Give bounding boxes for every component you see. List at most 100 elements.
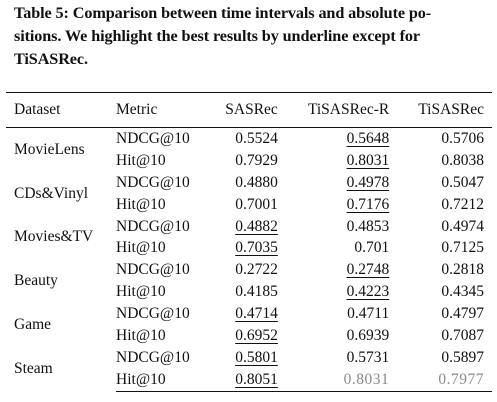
- metric-value: 0.7929: [235, 151, 278, 169]
- table-row: Beauty NDCG@10 0.2722 0.2748 0.2818: [6, 259, 492, 289]
- metric-name: NDCG@10: [116, 305, 190, 323]
- cell-sasrec: 0.8051: [208, 368, 292, 392]
- metric-name: Hit@10: [116, 283, 166, 301]
- cell-tisasrec-r: 0.5731: [292, 347, 411, 369]
- metric-value: 0.4714: [235, 305, 278, 323]
- metric-name: NDCG@10: [116, 261, 190, 279]
- metric-value: 0.4853: [346, 217, 390, 235]
- header-row: Dataset Metric SASRec TiSASRec-R TiSASRe…: [6, 92, 492, 128]
- cell-tisasrec: 0.5706: [411, 128, 492, 150]
- cell-tisasrec-r: 0.4711: [292, 303, 411, 325]
- metric-value: 0.8038: [441, 151, 484, 169]
- metric-name: Hit@10: [116, 239, 166, 257]
- metric-name: Hit@10: [116, 368, 209, 392]
- cell-sasrec: 0.4185: [209, 281, 292, 303]
- cell-tisasrec: 0.7212: [411, 194, 492, 216]
- table-caption: Table 5: Comparison between time interva…: [14, 2, 484, 71]
- cell-sasrec: 0.6952: [209, 325, 292, 347]
- cell-tisasrec-r: 0.7176: [292, 194, 411, 216]
- metric-value: 0.4185: [235, 283, 278, 301]
- cell-tisasrec-r: 0.8031: [291, 368, 412, 392]
- table-row: Hit@10 0.4185 0.4223 0.4345: [6, 281, 492, 303]
- metric-value: 0.8031: [343, 370, 390, 388]
- metric-value: 0.2722: [235, 261, 278, 279]
- dataset-name: Game: [14, 316, 52, 334]
- cell-tisasrec: 0.7977: [411, 368, 492, 392]
- cell-sasrec: 0.5524: [209, 128, 292, 150]
- caption-line-1: Table 5: Comparison between time interva…: [14, 4, 432, 22]
- cell-tisasrec-r: 0.5648: [292, 128, 411, 150]
- cell-tisasrec: 0.5047: [411, 172, 492, 194]
- metric-value: 0.8051: [235, 370, 278, 388]
- metric-value: 0.5731: [346, 348, 390, 366]
- metric-value: 0.701: [354, 239, 390, 257]
- metric-value: 0.2748: [346, 261, 390, 279]
- cell-tisasrec-r: 0.6939: [292, 325, 411, 347]
- table-row: CDs&Vinyl NDCG@10 0.4880 0.4978 0.5047: [6, 172, 492, 202]
- dataset-name: Beauty: [14, 272, 58, 290]
- cell-tisasrec: 0.4345: [411, 281, 492, 303]
- metric-value: 0.7087: [441, 326, 484, 344]
- header-tisasrec: TiSASRec: [411, 92, 492, 128]
- cell-sasrec: 0.7035: [209, 237, 292, 259]
- table-row: Hit@10 0.8051 0.8031 0.7977: [6, 368, 492, 392]
- dataset-name: Movies&TV: [14, 228, 94, 246]
- table-body: MovieLens NDCG@10 0.5524 0.5648 0.5706 Hit@10…: [6, 128, 492, 392]
- table-row: MovieLens NDCG@10 0.5524 0.5648 0.5706: [6, 128, 492, 158]
- table-row: Movies&TV NDCG@10 0.4882 0.4853 0.4974: [6, 216, 492, 246]
- metric-value: 0.7212: [441, 195, 484, 213]
- table-row: Hit@10 0.6952 0.6939 0.7087: [6, 325, 492, 347]
- cell-tisasrec: 0.2818: [411, 259, 492, 281]
- cell-tisasrec-r: 0.4978: [292, 172, 411, 194]
- table-row: Game NDCG@10 0.4714 0.4711 0.4797: [6, 303, 492, 333]
- dataset-name: MovieLens: [14, 140, 85, 158]
- cell-sasrec: 0.7001: [209, 194, 292, 216]
- cell-sasrec: 0.2722: [209, 259, 292, 281]
- metric-value: 0.7176: [346, 195, 390, 213]
- table-row: Steam NDCG@10 0.5801 0.5731 0.5897: [6, 347, 492, 377]
- metric-value: 0.4797: [441, 305, 484, 323]
- cell-sasrec: 0.4880: [209, 172, 292, 194]
- cell-tisasrec-r: 0.2748: [292, 259, 411, 281]
- table-row: Hit@10 0.7001 0.7176 0.7212: [6, 194, 492, 216]
- metric-value: 0.4223: [346, 283, 390, 301]
- dataset-name: CDs&Vinyl: [14, 184, 88, 202]
- header-tisasrec-r: TiSASRec-R: [291, 92, 412, 128]
- header-dataset: Dataset: [6, 92, 117, 128]
- metric-value: 0.2818: [441, 261, 484, 279]
- cell-sasrec: 0.7929: [209, 150, 292, 172]
- cell-tisasrec: 0.7087: [411, 325, 492, 347]
- cell-sasrec: 0.5801: [209, 347, 292, 369]
- cell-sasrec: 0.4714: [209, 303, 292, 325]
- metric-name: NDCG@10: [116, 348, 190, 366]
- metric-value: 0.8031: [346, 151, 390, 169]
- metric-value: 0.5648: [346, 129, 390, 147]
- metric-name: Hit@10: [116, 326, 166, 344]
- cell-tisasrec: 0.5897: [411, 347, 492, 369]
- metric-value: 0.7125: [441, 239, 484, 257]
- dataset-name: Steam: [14, 360, 53, 378]
- header-sasrec: SASRec: [208, 92, 292, 128]
- metric-value: 0.5801: [235, 348, 278, 366]
- cell-tisasrec-r: 0.4223: [292, 281, 411, 303]
- cell-sasrec: 0.4882: [209, 216, 292, 238]
- metric-value: 0.5047: [441, 173, 484, 191]
- metric-name: NDCG@10: [116, 173, 190, 191]
- metric-name: NDCG@10: [116, 129, 190, 147]
- cell-tisasrec: 0.7125: [411, 237, 492, 259]
- metric-value: 0.4345: [441, 283, 484, 301]
- metric-value: 0.7035: [235, 239, 278, 257]
- metric-value: 0.6939: [346, 326, 390, 344]
- metric-value: 0.7977: [438, 370, 484, 388]
- cell-tisasrec-r: 0.701: [292, 237, 411, 259]
- table-row: Hit@10 0.7929 0.8031 0.8038: [6, 150, 492, 172]
- metric-value: 0.4880: [235, 173, 278, 191]
- metric-name: Hit@10: [116, 151, 166, 169]
- header-metric: Metric: [116, 92, 209, 128]
- cell-tisasrec: 0.4797: [411, 303, 492, 325]
- metric-value: 0.6952: [235, 326, 278, 344]
- metric-value: 0.4974: [441, 217, 484, 235]
- metric-value: 0.4882: [235, 217, 278, 235]
- caption-line-2: sitions. We highlight the best results b…: [14, 27, 421, 45]
- cell-tisasrec: 0.4974: [411, 216, 492, 238]
